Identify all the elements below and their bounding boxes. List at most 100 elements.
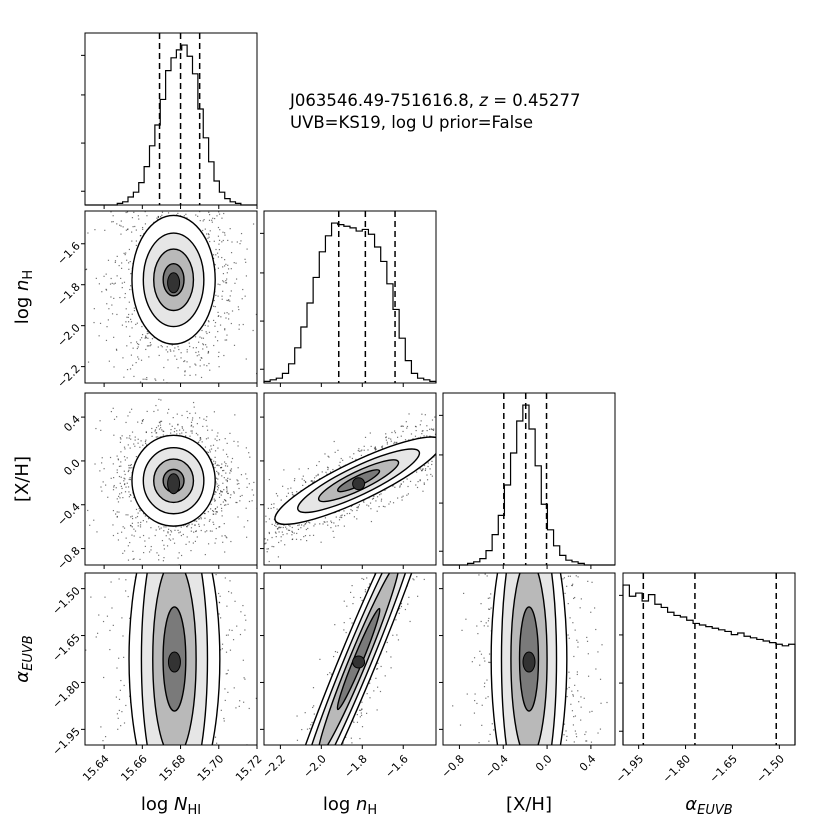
sample-point: [202, 344, 205, 346]
sample-point: [222, 290, 224, 292]
sample-point: [225, 339, 228, 341]
sample-point: [421, 468, 423, 470]
sample-point: [117, 532, 119, 534]
sample-point: [287, 529, 290, 531]
sample-point: [313, 705, 315, 707]
sample-point: [227, 264, 229, 266]
sample-point: [209, 369, 211, 371]
sample-point: [224, 499, 226, 501]
sample-point: [157, 215, 159, 218]
sample-point: [191, 419, 194, 421]
sample-point: [195, 347, 197, 349]
sample-point: [199, 359, 201, 361]
sample-point: [226, 312, 228, 314]
y-tick-label: −0.4: [55, 500, 83, 528]
sample-point: [114, 282, 116, 284]
sample-point: [214, 450, 217, 452]
sample-point: [245, 473, 247, 475]
sample-point: [327, 455, 329, 457]
sample-point: [330, 521, 333, 524]
sample-point: [168, 538, 170, 540]
sample-point: [144, 337, 146, 339]
sample-point: [107, 259, 110, 261]
sample-point: [127, 321, 130, 323]
sample-point: [104, 229, 106, 231]
sample-point: [280, 540, 282, 542]
sample-point: [374, 447, 377, 449]
sample-point: [214, 461, 217, 463]
panels-layer: −1.95 −1.80 −1.65 −1.50−2.2−2.0−1.8−1.6−0.8…: [12, 32, 796, 818]
sample-point: [200, 376, 203, 379]
sample-point: [146, 345, 149, 347]
sample-point: [121, 435, 123, 437]
sample-point: [375, 500, 377, 502]
sample-point: [223, 717, 225, 720]
sample-point: [186, 361, 188, 363]
sample-point: [150, 527, 152, 529]
sample-point: [123, 477, 125, 479]
sample-point: [128, 248, 130, 251]
sample-point: [93, 519, 95, 521]
sample-point: [163, 544, 165, 546]
sample-point: [208, 219, 211, 221]
sample-point: [221, 256, 223, 259]
sample-point: [154, 430, 156, 432]
sample-point: [226, 442, 228, 444]
sample-point: [124, 296, 126, 299]
sample-point: [238, 308, 240, 311]
sample-point: [223, 499, 226, 501]
sample-point: [203, 219, 205, 221]
sample-point: [113, 366, 115, 368]
sample-point: [273, 546, 275, 548]
sample-point: [293, 480, 296, 482]
sample-point: [406, 427, 408, 429]
sample-point: [273, 503, 275, 505]
sample-point: [238, 705, 240, 707]
sample-point: [179, 429, 181, 431]
sample-point: [390, 438, 392, 440]
sample-point: [381, 447, 383, 449]
sample-point: [120, 465, 122, 467]
sample-point: [133, 307, 135, 309]
sample-point: [167, 412, 169, 414]
sample-point: [222, 239, 224, 242]
sample-point: [167, 532, 169, 534]
sample-point: [236, 625, 238, 627]
sample-point: [112, 463, 114, 465]
sample-point: [227, 239, 229, 242]
sample-point: [169, 349, 171, 351]
sample-point: [94, 229, 96, 231]
sample-point: [227, 456, 229, 458]
sample-point: [278, 526, 280, 528]
sample-point: [139, 558, 141, 561]
sample-point: [197, 434, 199, 436]
sample-point: [238, 482, 240, 485]
sample-point: [292, 495, 294, 497]
sample-point: [301, 728, 303, 731]
sample-point: [302, 475, 304, 477]
sample-point: [156, 217, 158, 219]
sample-point: [213, 513, 215, 515]
sample-point: [131, 467, 133, 469]
sample-point: [184, 360, 186, 362]
sample-point: [427, 462, 429, 464]
sample-point: [424, 468, 427, 470]
sample-point: [420, 420, 422, 422]
sample-point: [131, 431, 134, 433]
sample-point: [227, 268, 230, 270]
sample-point: [176, 214, 178, 216]
sample-point: [224, 339, 226, 341]
sample-point: [176, 433, 178, 435]
sample-point: [398, 612, 400, 614]
sample-point: [369, 502, 372, 504]
sample-point: [189, 435, 191, 437]
sample-point: [419, 480, 421, 482]
sample-point: [117, 495, 120, 498]
sample-point: [138, 218, 140, 220]
sample-point: [267, 548, 270, 550]
sample-point: [94, 463, 96, 465]
sample-point: [137, 421, 139, 423]
sample-point: [282, 526, 284, 529]
sample-point: [207, 451, 210, 454]
sample-point: [112, 624, 114, 626]
